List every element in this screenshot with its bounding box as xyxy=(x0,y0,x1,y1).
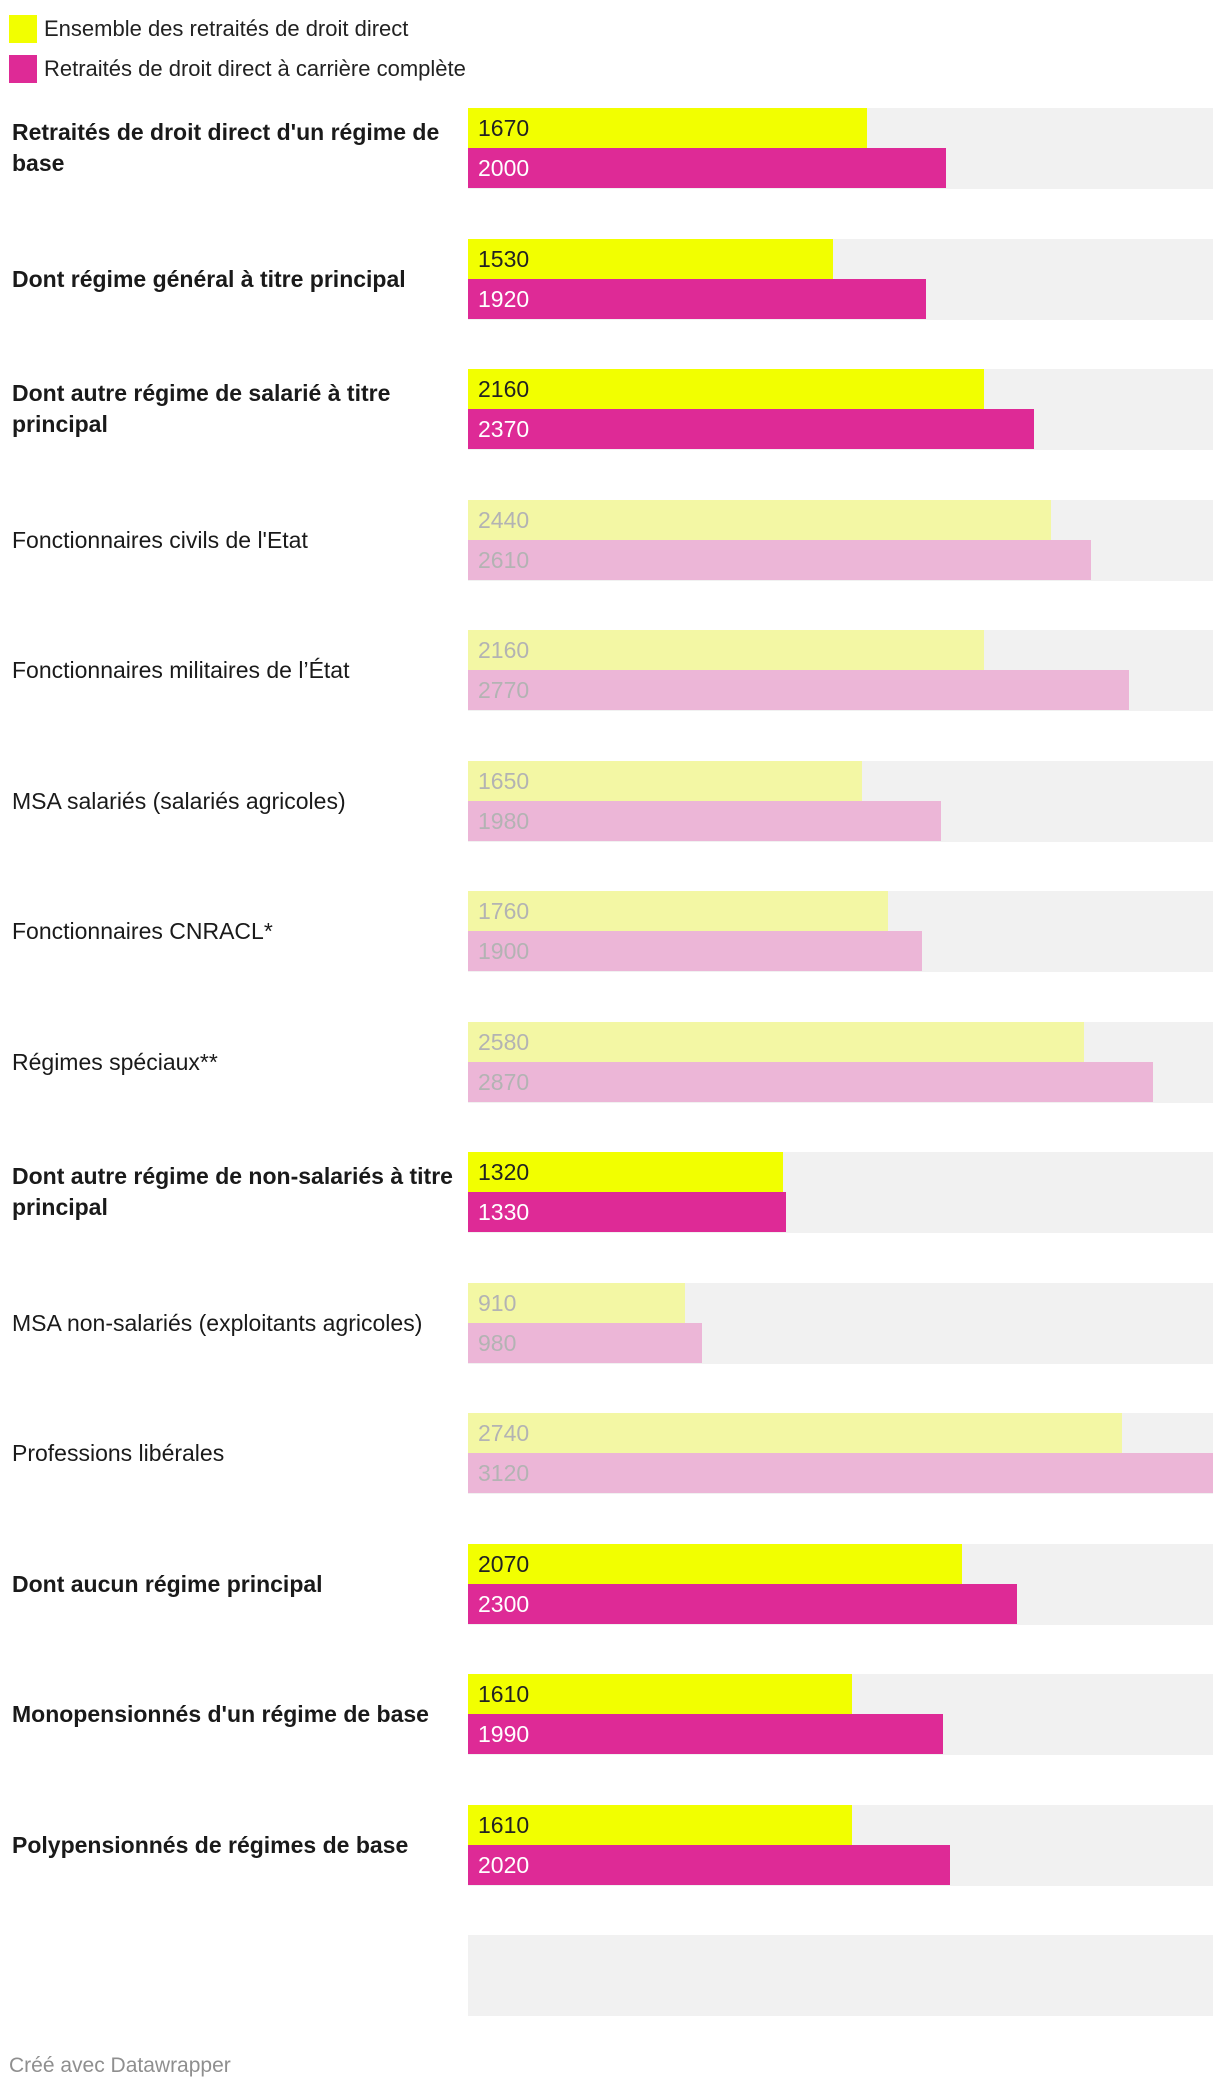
bar-ensemble[interactable] xyxy=(468,239,833,279)
bar-value-label: 2610 xyxy=(478,547,530,573)
bar-ensemble[interactable] xyxy=(468,500,1051,540)
bar-carriere-complete[interactable] xyxy=(468,1845,950,1885)
bar-value-label: 1610 xyxy=(478,1681,530,1707)
bar-value-label: 3120 xyxy=(478,1460,530,1486)
bar-ensemble[interactable] xyxy=(468,1413,1122,1453)
bar-ensemble[interactable] xyxy=(468,1022,1084,1062)
bar-value-label: 2300 xyxy=(478,1591,530,1617)
bar-ensemble[interactable] xyxy=(468,761,862,801)
row-label: Professions libérales xyxy=(12,1439,225,1466)
bar-carriere-complete[interactable] xyxy=(468,540,1091,580)
bar-ensemble[interactable] xyxy=(468,1805,852,1845)
row-label: Dont aucun régime principal xyxy=(12,1570,323,1597)
row-label: Fonctionnaires CNRACL* xyxy=(12,917,273,944)
bar-ensemble[interactable] xyxy=(468,369,984,409)
bar-carriere-complete[interactable] xyxy=(468,670,1129,710)
legend-item-series1: Ensemble des retraités de droit direct xyxy=(9,9,466,49)
row-label: Dont régime général à titre principal xyxy=(12,265,406,292)
bar-value-label: 1980 xyxy=(478,808,530,834)
bar-value-label: 2580 xyxy=(478,1029,530,1055)
bar-carriere-complete[interactable] xyxy=(468,1323,702,1363)
row-label: Retraités de droit direct d'un régime de… xyxy=(12,119,440,176)
bar-value-label: 2440 xyxy=(478,507,530,533)
legend-label-series2: Retraités de droit direct à carrière com… xyxy=(44,56,466,81)
bar-ensemble[interactable] xyxy=(468,1544,962,1584)
bar-value-label: 1530 xyxy=(478,246,530,272)
bar-carriere-complete[interactable] xyxy=(468,1714,943,1754)
legend-swatch-series2 xyxy=(9,55,37,83)
bar-carriere-complete[interactable] xyxy=(468,279,926,319)
row-label: Dont autre régime de salarié à titre pri… xyxy=(12,380,391,437)
bar-carriere-complete[interactable] xyxy=(468,1453,1213,1493)
bar-value-label: 1330 xyxy=(478,1199,530,1225)
bar-value-label: 1650 xyxy=(478,768,530,794)
legend: Ensemble des retraités de droit direct R… xyxy=(9,9,466,89)
bar-ensemble[interactable] xyxy=(468,108,867,148)
bar-value-label: 1760 xyxy=(478,898,530,924)
bar-value-label: 1320 xyxy=(478,1159,530,1185)
row-label: MSA non-salariés (exploitants agricoles) xyxy=(12,1309,423,1336)
row-label: Polypensionnés de régimes de base xyxy=(12,1831,409,1858)
bar-track xyxy=(468,1935,1213,2016)
bar-value-label: 1610 xyxy=(478,1812,530,1838)
bar-carriere-complete[interactable] xyxy=(468,801,941,841)
bar-value-label: 1900 xyxy=(478,938,530,964)
bar-carriere-complete[interactable] xyxy=(468,1192,786,1232)
bar-value-label: 910 xyxy=(478,1290,517,1316)
bar-value-label: 980 xyxy=(478,1330,517,1356)
row-label: MSA salariés (salariés agricoles) xyxy=(12,787,346,814)
bar-value-label: 1670 xyxy=(478,115,530,141)
bar-carriere-complete[interactable] xyxy=(468,148,946,188)
row-label: Régimes spéciaux** xyxy=(12,1048,218,1075)
bar-carriere-complete[interactable] xyxy=(468,931,922,971)
bar-carriere-complete[interactable] xyxy=(468,1062,1153,1102)
bar-carriere-complete[interactable] xyxy=(468,409,1034,449)
row-label: Fonctionnaires civils de l'Etat xyxy=(12,526,308,553)
bar-carriere-complete[interactable] xyxy=(468,1584,1017,1624)
bar-value-label: 2160 xyxy=(478,376,530,402)
bar-value-label: 2770 xyxy=(478,677,530,703)
bar-value-label: 2070 xyxy=(478,1551,530,1577)
legend-item-series2: Retraités de droit direct à carrière com… xyxy=(9,49,466,89)
bar-value-label: 2160 xyxy=(478,637,530,663)
bar-ensemble[interactable] xyxy=(468,891,888,931)
bar-ensemble[interactable] xyxy=(468,1152,783,1192)
row-label: Monopensionnés d'un régime de base xyxy=(12,1700,429,1727)
bar-ensemble[interactable] xyxy=(468,1674,852,1714)
legend-label-series1: Ensemble des retraités de droit direct xyxy=(44,16,409,41)
bar-ensemble[interactable] xyxy=(468,630,984,670)
row-label: Dont autre régime de non-salariés à titr… xyxy=(12,1163,453,1220)
bar-value-label: 1920 xyxy=(478,286,530,312)
footer-credit[interactable]: Créé avec Datawrapper xyxy=(9,2054,231,2077)
bar-value-label: 2000 xyxy=(478,155,530,181)
row-label: Fonctionnaires militaires de l’État xyxy=(12,656,350,683)
bar-value-label: 2740 xyxy=(478,1420,530,1446)
bar-value-label: 2020 xyxy=(478,1852,530,1878)
legend-swatch-series1 xyxy=(9,15,37,43)
bar-ensemble[interactable] xyxy=(468,1283,685,1323)
bar-value-label: 2870 xyxy=(478,1069,530,1095)
bar-value-label: 2370 xyxy=(478,416,530,442)
bar-value-label: 1990 xyxy=(478,1721,530,1747)
